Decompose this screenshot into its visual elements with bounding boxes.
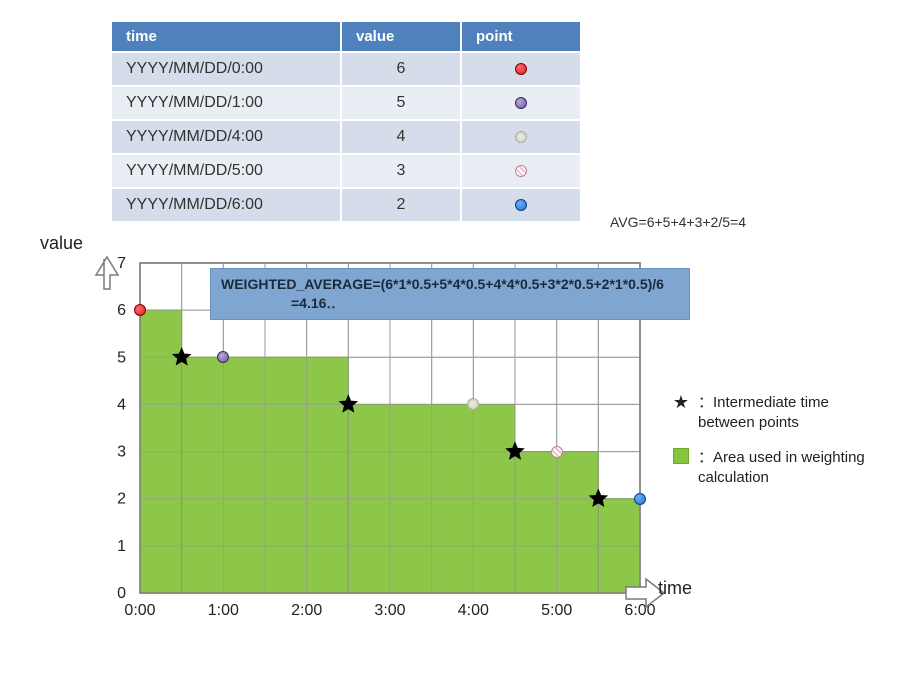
legend: ★ ：Intermediate time between points ：Are… (670, 393, 881, 503)
data-table: time value point YYYY/MM/DD/0:00 6 YYYY/… (110, 20, 582, 223)
cell-time: YYYY/MM/DD/1:00 (111, 86, 341, 120)
table-row: YYYY/MM/DD/1:00 5 (111, 86, 581, 120)
cell-point (461, 52, 581, 86)
chart-area: value 0 1 2 3 4 5 6 7 0:00 1:00 2:00 3:00 4:00 5:00 6:… (40, 233, 881, 643)
cell-value: 5 (341, 86, 461, 120)
svg-text:4:00: 4:00 (458, 602, 489, 619)
svg-text:3: 3 (117, 444, 126, 461)
star-icon: ★ (670, 393, 692, 411)
col-header-point: point (461, 21, 581, 52)
formula-box: WEIGHTED_AVERAGE=(6*1*0.5+5*4*0.5+4*4*0.… (210, 268, 690, 320)
point-marker-red (515, 63, 527, 75)
cell-value: 4 (341, 120, 461, 154)
cell-point (461, 120, 581, 154)
legend-star: ★ ：Intermediate time between points (670, 393, 881, 432)
col-header-value: value (341, 21, 461, 52)
formula-line1: WEIGHTED_AVERAGE=(6*1*0.5+5*4*0.5+4*4*0.… (221, 275, 679, 294)
svg-text:1: 1 (117, 538, 126, 555)
cell-value: 6 (341, 52, 461, 86)
chart-point (551, 446, 563, 458)
point-marker-blue (515, 199, 527, 211)
svg-text:1:00: 1:00 (208, 602, 239, 619)
svg-text:4: 4 (117, 396, 126, 413)
cell-point (461, 86, 581, 120)
svg-text:5:00: 5:00 (541, 602, 572, 619)
formula-line2: =4.16‥ (221, 294, 679, 313)
table-row: YYYY/MM/DD/4:00 4 (111, 120, 581, 154)
y-axis-label: value (40, 233, 83, 254)
legend-area-label: ：Area used in weighting calculation (698, 448, 881, 487)
table-row: YYYY/MM/DD/0:00 6 (111, 52, 581, 86)
x-axis-label: time (658, 578, 692, 599)
svg-text:3:00: 3:00 (374, 602, 405, 619)
point-marker-dotted (515, 131, 527, 143)
svg-text:7: 7 (117, 255, 126, 272)
svg-text:2:00: 2:00 (291, 602, 322, 619)
svg-text:0: 0 (117, 585, 126, 602)
legend-area: ：Area used in weighting calculation (670, 448, 881, 487)
svg-text:6: 6 (117, 302, 126, 319)
cell-value: 2 (341, 188, 461, 222)
point-marker-purple (515, 97, 527, 109)
svg-text:5: 5 (117, 349, 126, 366)
table-header-row: time value point (111, 21, 581, 52)
cell-time: YYYY/MM/DD/5:00 (111, 154, 341, 188)
table-row: YYYY/MM/DD/5:00 3 (111, 154, 581, 188)
svg-text:2: 2 (117, 491, 126, 508)
table-row: YYYY/MM/DD/6:00 2 (111, 188, 581, 222)
area-square-icon (670, 448, 692, 467)
point-marker-striped (515, 165, 527, 177)
cell-value: 3 (341, 154, 461, 188)
cell-time: YYYY/MM/DD/4:00 (111, 120, 341, 154)
cell-point (461, 154, 581, 188)
chart-point (634, 493, 646, 505)
col-header-time: time (111, 21, 341, 52)
cell-time: YYYY/MM/DD/6:00 (111, 188, 341, 222)
cell-point (461, 188, 581, 222)
legend-star-label: ：Intermediate time between points (698, 393, 881, 432)
svg-text:0:00: 0:00 (124, 602, 155, 619)
avg-note: AVG=6+5+4+3+2/5=4 (610, 214, 746, 230)
svg-text:6:00: 6:00 (624, 602, 655, 619)
cell-time: YYYY/MM/DD/0:00 (111, 52, 341, 86)
